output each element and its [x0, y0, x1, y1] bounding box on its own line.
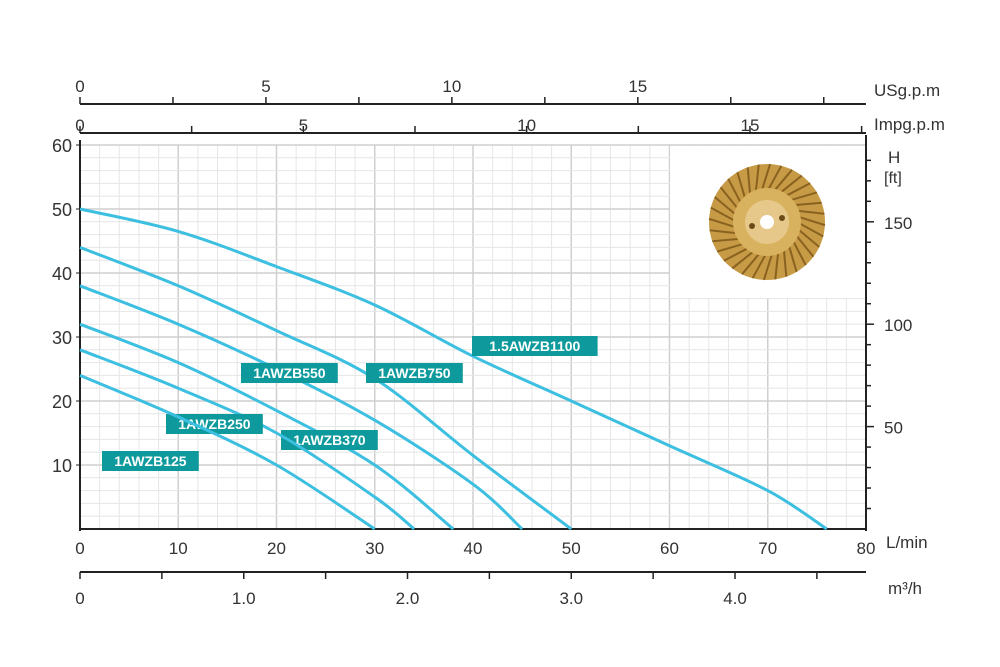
ft-axis-label-unit: [ft] [884, 170, 902, 187]
m3h-tick-label: 3.0 [559, 589, 583, 608]
series-line-1AWZB125 [79, 374, 376, 531]
m3h-tick-label: 2.0 [396, 589, 420, 608]
series-label-box [166, 414, 263, 434]
series-label-box [472, 336, 598, 356]
series-label: 1AWZB125 [114, 453, 187, 469]
series-label: 1AWZB250 [178, 416, 251, 432]
series-line-1AWZB550 [79, 284, 524, 531]
m3h-tick-label: 0 [75, 589, 84, 608]
x-tick-label: 50 [562, 539, 581, 558]
us-gpm-tick-label: 0 [75, 77, 84, 96]
us-gpm-tick-label: 10 [442, 77, 461, 96]
ft-axis-label-h: H [888, 148, 900, 167]
series-label-box [281, 430, 378, 450]
series-label: 1.5AWZB1100 [489, 338, 580, 354]
x-tick-label: 10 [169, 539, 188, 558]
imp-gpm-tick-label: 0 [75, 116, 84, 135]
ft-tick-label: 100 [884, 316, 912, 335]
series-label-box [366, 363, 463, 383]
x-tick-label: 70 [758, 539, 777, 558]
us-gpm-tick-label: 15 [628, 77, 647, 96]
y-tick-label: 30 [52, 328, 72, 348]
series-line-1.5AWZB1100 [79, 207, 828, 531]
imp-gpm-tick-label: 10 [517, 116, 536, 135]
m3h-tick-label: 4.0 [723, 589, 747, 608]
x-tick-label: 80 [857, 539, 876, 558]
series-line-1AWZB750 [79, 246, 573, 531]
m3h-axis-label: m³/h [888, 579, 922, 598]
series-line-1AWZB250 [79, 348, 416, 531]
ft-tick-label: 50 [884, 419, 903, 438]
imp-gpm-axis-label: Impg.p.m [874, 115, 945, 134]
x-axis-label: L/min [886, 533, 928, 552]
x-tick-label: 60 [660, 539, 679, 558]
y-tick-label: 50 [52, 200, 72, 220]
x-tick-label: 40 [464, 539, 483, 558]
y-tick-label: 40 [52, 264, 72, 284]
us-gpm-axis-label: USg.p.m [874, 81, 940, 100]
y-tick-label: 10 [52, 456, 72, 476]
y-tick-label: 60 [52, 136, 72, 156]
impeller-image [708, 163, 826, 281]
imp-gpm-tick-label: 15 [741, 116, 760, 135]
y-tick-label: 20 [52, 392, 72, 412]
series-line-1AWZB370 [79, 322, 455, 531]
series-label: 1AWZB370 [293, 432, 366, 448]
m3h-tick-label: 1.0 [232, 589, 256, 608]
ft-tick-label: 150 [884, 214, 912, 233]
series-label: 1AWZB750 [378, 365, 451, 381]
x-tick-label: 0 [75, 539, 84, 558]
us-gpm-tick-label: 5 [261, 77, 270, 96]
imp-gpm-tick-label: 5 [299, 116, 308, 135]
x-tick-label: 20 [267, 539, 286, 558]
x-tick-label: 30 [365, 539, 384, 558]
series-label-box [241, 363, 338, 383]
series-label: 1AWZB550 [253, 365, 326, 381]
series-label-box [102, 451, 199, 471]
